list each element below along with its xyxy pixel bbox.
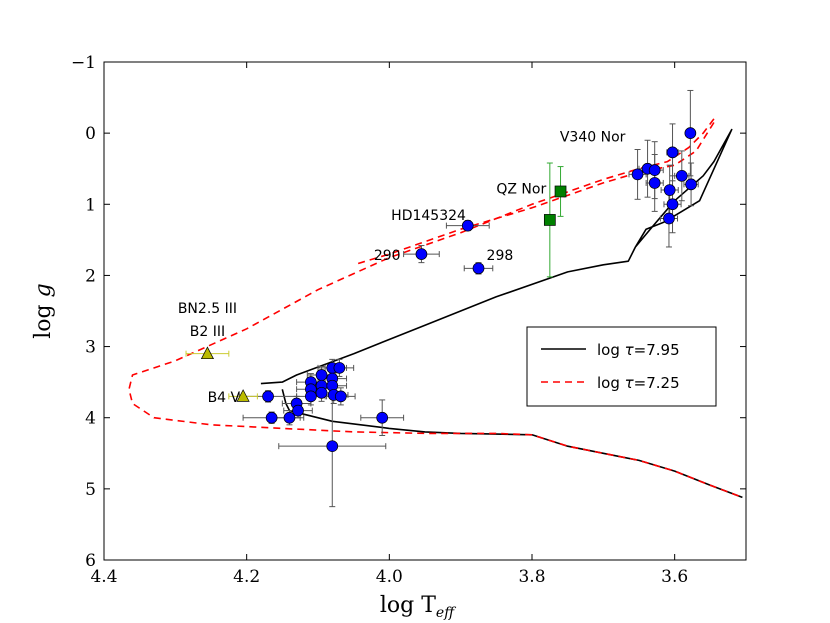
y-tick-label: 4 — [85, 409, 96, 429]
annotation-label: BN2.5 III — [178, 301, 237, 317]
errorbars-layer — [185, 89, 699, 508]
data-point-circle — [334, 390, 347, 403]
annotation-label: V340 Nor — [560, 130, 626, 146]
data-point-circle — [283, 411, 296, 424]
data-point-circle — [685, 178, 697, 191]
x-tick-label: 4.0 — [376, 567, 403, 587]
legend-label-solid: log τ=7.95 — [597, 341, 680, 359]
data-point-circle — [684, 127, 697, 139]
data-point-circle — [472, 262, 485, 275]
y-tick-label: −1 — [71, 53, 96, 73]
data-point-circle — [262, 390, 274, 403]
data-point-circle — [666, 146, 679, 159]
data-point-circle — [675, 169, 688, 182]
data-point-circle — [315, 369, 328, 381]
x-tick-label: 4.2 — [233, 567, 260, 587]
annotation-label: B4 V — [208, 390, 241, 406]
y-tick-label: 3 — [85, 338, 96, 358]
data-point-circle — [631, 168, 644, 181]
data-point-circle — [333, 362, 346, 374]
data-point-circle — [461, 219, 474, 232]
x-tick-label: 3.6 — [661, 567, 688, 587]
y-axis-title: log g — [31, 283, 56, 338]
y-tick-label: 5 — [85, 480, 96, 500]
data-point-circle — [663, 212, 675, 225]
data-point-circle — [648, 164, 661, 176]
annotation-label: QZ Nor — [496, 182, 546, 198]
curve-solid-0 — [260, 128, 733, 385]
data-point-circle — [415, 248, 428, 260]
x-axis-title: log Teff — [380, 593, 456, 621]
annotation-label: HD145324 — [391, 208, 466, 224]
x-tick-label: 3.8 — [518, 567, 545, 587]
data-point-circle — [305, 390, 317, 403]
annotation-label: B2 III — [190, 324, 225, 340]
data-point-square — [543, 214, 556, 226]
x-tick-label: 4.4 — [90, 567, 117, 587]
axes-layer: 4.4 4.2 4.0 3.8 3.6 −1 0 1 2 3 4 5 6 — [71, 53, 747, 587]
data-point-square — [554, 185, 567, 198]
y-tick-label: 2 — [85, 266, 96, 286]
legend-label-dashed: log τ=7.25 — [597, 374, 680, 392]
y-tick-label: 0 — [85, 124, 96, 144]
data-point-circle — [315, 386, 328, 399]
annotation-label: 298 — [487, 248, 514, 264]
data-point-circle — [292, 404, 304, 417]
data-point-circle — [265, 411, 278, 424]
data-point-circle — [376, 411, 389, 424]
data-point-circle — [326, 440, 339, 453]
data-point-triangle — [200, 346, 215, 360]
curve-dashed-3 — [353, 122, 715, 266]
y-tick-label: 6 — [85, 551, 96, 571]
data-point-circle — [648, 177, 661, 189]
annotation-label: 290 — [374, 248, 401, 264]
legend-box — [526, 326, 717, 407]
data-point-triangle — [236, 389, 250, 402]
annotations-layer: V340 Nor QZ Nor HD145324 290 298 BN2.5 III B2 … — [178, 130, 626, 406]
data-point-circle — [663, 184, 676, 196]
y-tick-label: 1 — [85, 195, 96, 215]
legend: log τ=7.95 log τ=7.25 — [526, 326, 717, 407]
data-point-circle — [666, 198, 679, 211]
markers-layer — [200, 127, 697, 453]
plot-frame — [103, 61, 747, 561]
